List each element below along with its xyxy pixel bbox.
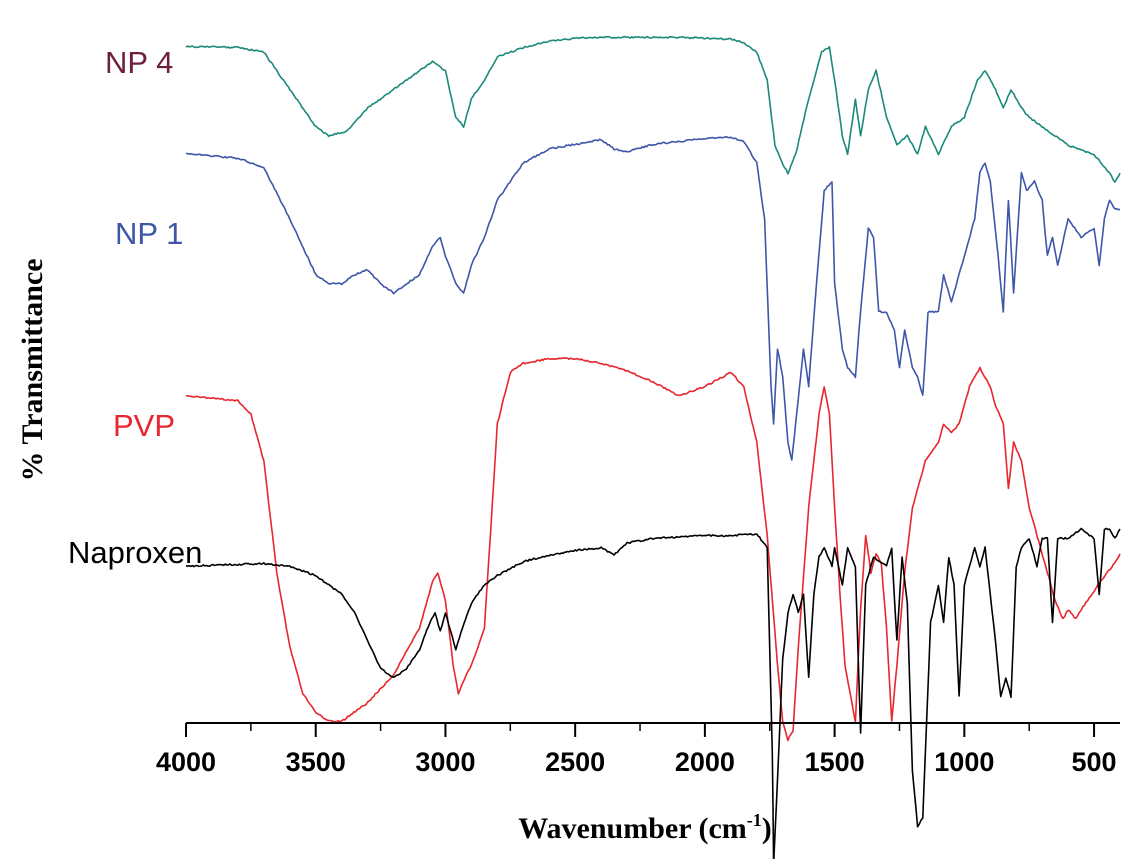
y-axis-title: % Transmittance xyxy=(16,258,49,481)
x-tick-label: 3500 xyxy=(286,747,346,777)
series-label-np-4: NP 4 xyxy=(105,45,173,80)
x-axis-title-close: ) xyxy=(762,812,772,845)
x-ticks: 4000 3500 3000 2500 2000 1500 1000 500 xyxy=(156,723,1117,777)
x-tick-label: 1000 xyxy=(934,747,994,777)
x-tick-label: 2500 xyxy=(545,747,605,777)
series-label-np-1: NP 1 xyxy=(115,216,183,251)
x-axis-title: Wavenumber (cm-1) xyxy=(518,810,772,845)
series-line-pvp xyxy=(185,356,1121,742)
x-tick-label: 2000 xyxy=(675,747,735,777)
series-label-pvp: PVP xyxy=(113,408,175,443)
x-axis-title-superscript: -1 xyxy=(747,810,762,830)
series-layer xyxy=(185,35,1121,859)
series-line-np-4 xyxy=(185,35,1121,183)
series-labels: NP 4 NP 1 PVP Naproxen xyxy=(68,45,202,570)
series-label-naproxen: Naproxen xyxy=(68,535,202,570)
series-line-np-1 xyxy=(185,136,1121,461)
x-tick-label: 1500 xyxy=(805,747,865,777)
x-axis-title-main: Wavenumber (cm xyxy=(518,812,747,845)
x-tick-label: 3000 xyxy=(415,747,475,777)
x-tick-label: 4000 xyxy=(156,747,216,777)
x-tick-label: 500 xyxy=(1072,747,1117,777)
series-line-naproxen xyxy=(185,527,1121,859)
